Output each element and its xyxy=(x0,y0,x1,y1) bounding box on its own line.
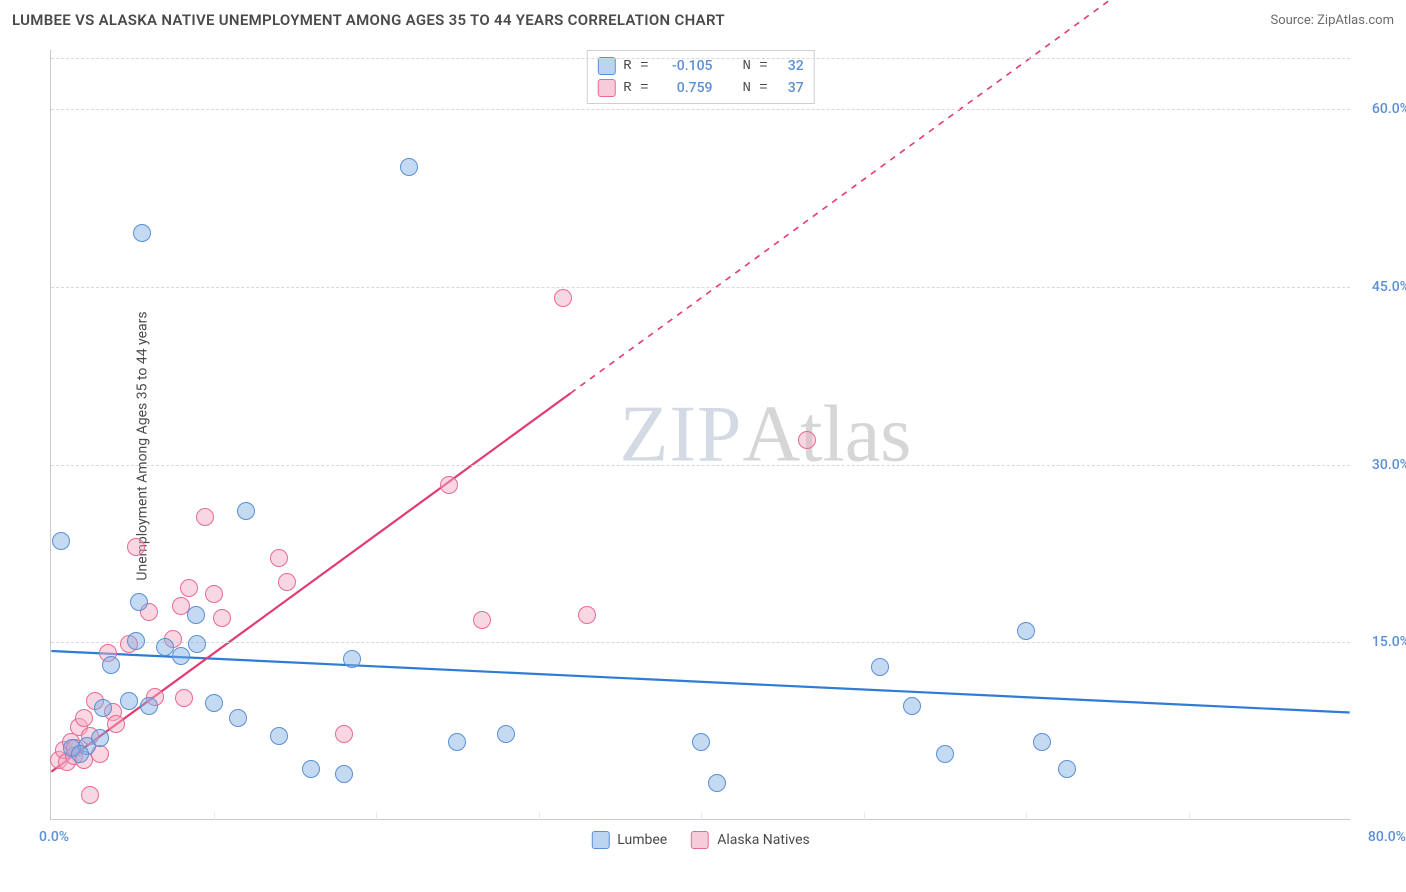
x-tick-min: 0.0% xyxy=(39,829,69,845)
swatch-alaska xyxy=(691,831,709,849)
y-tick-label: 45.0% xyxy=(1372,279,1406,295)
n-label: N = xyxy=(743,80,768,96)
data-point-lumbee xyxy=(903,697,921,715)
y-tick-label: 60.0% xyxy=(1372,101,1406,117)
x-tick-mark xyxy=(864,812,865,820)
x-tick-mark xyxy=(214,812,215,820)
data-point-alaska xyxy=(75,709,93,727)
swatch-alaska xyxy=(597,79,615,97)
gridline-h xyxy=(51,465,1350,466)
data-point-lumbee xyxy=(448,733,466,751)
data-point-lumbee xyxy=(156,638,174,656)
gridline-h xyxy=(51,642,1350,643)
r-label: R = xyxy=(623,80,648,96)
data-point-lumbee xyxy=(52,532,70,550)
n-label: N = xyxy=(743,58,768,74)
data-point-lumbee xyxy=(172,647,190,665)
data-point-lumbee xyxy=(229,709,247,727)
x-tick-mark xyxy=(1189,812,1190,820)
data-point-lumbee xyxy=(120,692,138,710)
data-point-lumbee xyxy=(205,694,223,712)
data-point-alaska xyxy=(270,549,288,567)
data-point-lumbee xyxy=(1033,733,1051,751)
data-point-lumbee xyxy=(71,745,89,763)
data-point-lumbee xyxy=(497,725,515,743)
data-point-alaska xyxy=(175,689,193,707)
n-value-lumbee: 32 xyxy=(776,58,804,74)
data-point-lumbee xyxy=(692,733,710,751)
data-point-alaska xyxy=(107,715,125,733)
data-point-alaska xyxy=(205,585,223,603)
r-value-lumbee: -0.105 xyxy=(657,58,713,74)
plot-area: ZIPAtlas R =-0.105N =32R =0.759N =37 0.0… xyxy=(50,50,1350,820)
gridline-h xyxy=(51,58,1350,59)
y-tick-label: 15.0% xyxy=(1372,634,1406,650)
data-point-alaska xyxy=(81,786,99,804)
data-point-alaska xyxy=(578,606,596,624)
data-point-alaska xyxy=(127,538,145,556)
data-point-lumbee xyxy=(708,774,726,792)
data-point-alaska xyxy=(278,573,296,591)
source-label: Source: ZipAtlas.com xyxy=(1270,13,1394,28)
x-tick-mark xyxy=(376,812,377,820)
n-value-alaska: 37 xyxy=(776,80,804,96)
data-point-lumbee xyxy=(871,658,889,676)
data-point-lumbee xyxy=(302,760,320,778)
gridline-h xyxy=(51,287,1350,288)
x-tick-mark xyxy=(701,812,702,820)
data-point-lumbee xyxy=(187,606,205,624)
x-tick-max: 80.0% xyxy=(1368,829,1406,845)
data-point-lumbee xyxy=(94,699,112,717)
data-point-lumbee xyxy=(102,656,120,674)
watermark: ZIPAtlas xyxy=(620,389,912,480)
chart-title: LUMBEE VS ALASKA NATIVE UNEMPLOYMENT AMO… xyxy=(12,11,725,29)
legend-label-alaska: Alaska Natives xyxy=(717,832,810,848)
swatch-lumbee xyxy=(597,57,615,75)
gridline-h xyxy=(51,109,1350,110)
data-point-alaska xyxy=(213,609,231,627)
data-point-lumbee xyxy=(188,635,206,653)
data-point-alaska xyxy=(180,579,198,597)
data-point-lumbee xyxy=(270,727,288,745)
r-label: R = xyxy=(623,58,648,74)
series-legend: Lumbee Alaska Natives xyxy=(591,831,809,849)
data-point-alaska xyxy=(196,508,214,526)
correlation-chart: LUMBEE VS ALASKA NATIVE UNEMPLOYMENT AMO… xyxy=(0,0,1406,892)
y-tick-label: 30.0% xyxy=(1372,457,1406,473)
data-point-alaska xyxy=(440,476,458,494)
data-point-lumbee xyxy=(130,593,148,611)
data-point-lumbee xyxy=(936,745,954,763)
data-point-lumbee xyxy=(133,224,151,242)
data-point-alaska xyxy=(554,289,572,307)
trend-line xyxy=(51,651,1349,713)
legend-item-alaska: Alaska Natives xyxy=(691,831,810,849)
legend-item-lumbee: Lumbee xyxy=(591,831,667,849)
stats-row-alaska: R = 0.759 N = 37 xyxy=(597,77,803,99)
data-point-lumbee xyxy=(400,158,418,176)
data-point-lumbee xyxy=(127,632,145,650)
r-value-alaska: 0.759 xyxy=(657,80,713,96)
swatch-lumbee xyxy=(591,831,609,849)
data-point-alaska xyxy=(335,725,353,743)
trend-lines xyxy=(51,50,1350,819)
x-tick-mark xyxy=(1026,812,1027,820)
data-point-lumbee xyxy=(343,650,361,668)
data-point-lumbee xyxy=(1017,622,1035,640)
data-point-lumbee xyxy=(237,502,255,520)
data-point-lumbee xyxy=(1058,760,1076,778)
data-point-alaska xyxy=(798,431,816,449)
title-bar: LUMBEE VS ALASKA NATIVE UNEMPLOYMENT AMO… xyxy=(0,0,1406,40)
data-point-lumbee xyxy=(140,697,158,715)
data-point-alaska xyxy=(473,611,491,629)
x-tick-mark xyxy=(539,812,540,820)
data-point-lumbee xyxy=(335,765,353,783)
legend-label-lumbee: Lumbee xyxy=(617,832,667,848)
data-point-lumbee xyxy=(91,729,109,747)
trend-line xyxy=(51,393,570,772)
